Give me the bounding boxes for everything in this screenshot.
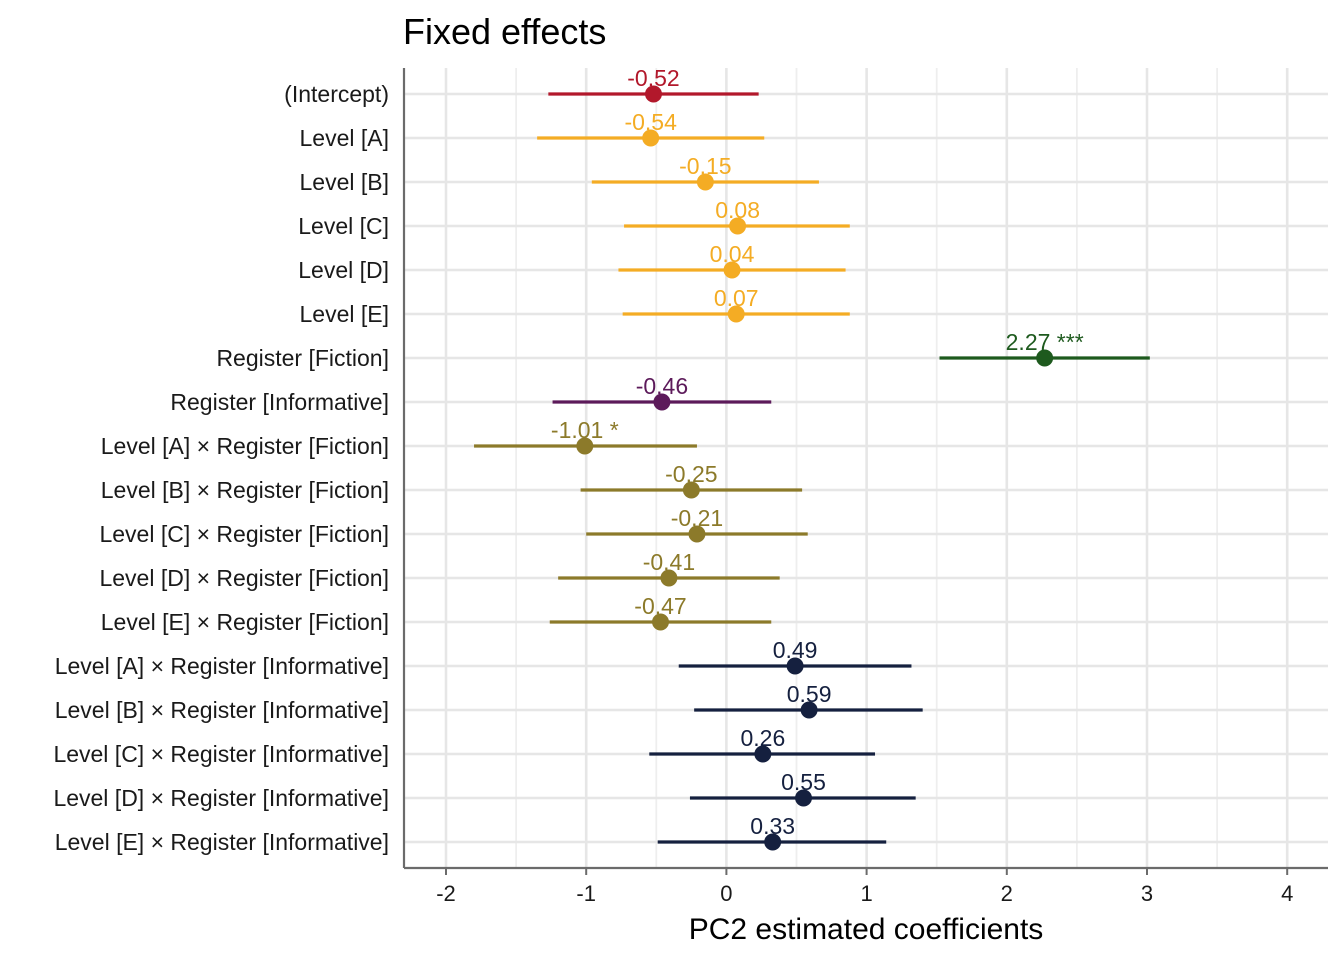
estimate-point bbox=[754, 745, 772, 763]
y-tick-label: Level [A] × Register [Informative] bbox=[55, 653, 389, 679]
estimate-point bbox=[644, 85, 662, 103]
estimate-point bbox=[652, 613, 670, 631]
estimate-point bbox=[727, 305, 745, 323]
y-tick-label: Level [A] × Register [Fiction] bbox=[101, 433, 389, 459]
x-tick-label: 4 bbox=[1281, 881, 1293, 906]
y-tick-label: Level [A] bbox=[300, 125, 390, 151]
data-label: -1.01 * bbox=[551, 417, 619, 443]
data-label: -0.52 bbox=[627, 65, 679, 91]
y-tick-label: Level [E] bbox=[300, 301, 390, 327]
data-label: 2.27 *** bbox=[1006, 329, 1084, 355]
y-tick-label: Level [B] × Register [Fiction] bbox=[101, 477, 389, 503]
estimate-point bbox=[688, 525, 706, 543]
data-label: 0.59 bbox=[787, 681, 832, 707]
y-tick-label: (Intercept) bbox=[284, 81, 389, 107]
chart-title: Fixed effects bbox=[403, 11, 606, 52]
x-axis-ticks: -2 -1 0 1 2 3 4 bbox=[436, 868, 1293, 906]
data-label: -0.25 bbox=[665, 461, 717, 487]
data-label: 0.33 bbox=[750, 813, 795, 839]
x-tick-label: 2 bbox=[1001, 881, 1013, 906]
data-label: -0.15 bbox=[679, 153, 731, 179]
data-label: -0.21 bbox=[671, 505, 723, 531]
estimate-point bbox=[1036, 349, 1054, 367]
x-tick-label: 3 bbox=[1141, 881, 1153, 906]
y-tick-label: Level [D] × Register [Informative] bbox=[53, 785, 389, 811]
data-label: 0.04 bbox=[710, 241, 755, 267]
estimate-point bbox=[800, 701, 818, 719]
estimate-point bbox=[723, 261, 741, 279]
data-label: 0.26 bbox=[740, 725, 785, 751]
data-label: 0.55 bbox=[781, 769, 826, 795]
y-tick-label: Register [Fiction] bbox=[216, 345, 389, 371]
grid bbox=[404, 68, 1328, 868]
x-tick-label: -1 bbox=[576, 881, 596, 906]
estimate-point bbox=[696, 173, 714, 191]
data-label: -0.47 bbox=[634, 593, 686, 619]
x-tick-label: 0 bbox=[720, 881, 732, 906]
estimate-point bbox=[660, 569, 678, 587]
y-tick-label: Level [C] × Register [Informative] bbox=[53, 741, 389, 767]
estimate-point bbox=[729, 217, 747, 235]
y-tick-label: Level [C] bbox=[298, 213, 389, 239]
y-tick-label: Register [Informative] bbox=[170, 389, 389, 415]
estimate-point bbox=[795, 789, 813, 807]
estimate-point bbox=[682, 481, 700, 499]
y-tick-label: Level [B] × Register [Informative] bbox=[55, 697, 389, 723]
y-tick-label: Level [C] × Register [Fiction] bbox=[99, 521, 389, 547]
y-tick-label: Level [B] bbox=[300, 169, 390, 195]
x-axis-title: PC2 estimated coefficients bbox=[689, 913, 1044, 946]
y-tick-label: Level [E] × Register [Informative] bbox=[55, 829, 389, 855]
estimate-point bbox=[764, 833, 782, 851]
estimate-point bbox=[576, 437, 594, 455]
data-label: 0.08 bbox=[715, 197, 760, 223]
data-label: -0.46 bbox=[636, 373, 688, 399]
estimate-point bbox=[642, 129, 660, 147]
y-tick-label: Level [D] × Register [Fiction] bbox=[99, 565, 389, 591]
estimate-point bbox=[786, 657, 804, 675]
y-tick-label: Level [E] × Register [Fiction] bbox=[101, 609, 389, 635]
x-tick-label: 1 bbox=[860, 881, 872, 906]
data-label: -0.54 bbox=[624, 109, 677, 135]
y-tick-label: Level [D] bbox=[298, 257, 389, 283]
x-tick-label: -2 bbox=[436, 881, 456, 906]
estimate-point bbox=[653, 393, 671, 411]
data-label: 0.49 bbox=[773, 637, 818, 663]
data-marks: -0.52 -0.54-0.15 0.08 0.04 0.07 2.27 *** -0.46… bbox=[474, 65, 1150, 851]
y-axis-labels: (Intercept) Level [A] Level [B] Level [C] Le… bbox=[53, 81, 389, 855]
data-label: -0.41 bbox=[643, 549, 695, 575]
data-label: 0.07 bbox=[714, 285, 759, 311]
